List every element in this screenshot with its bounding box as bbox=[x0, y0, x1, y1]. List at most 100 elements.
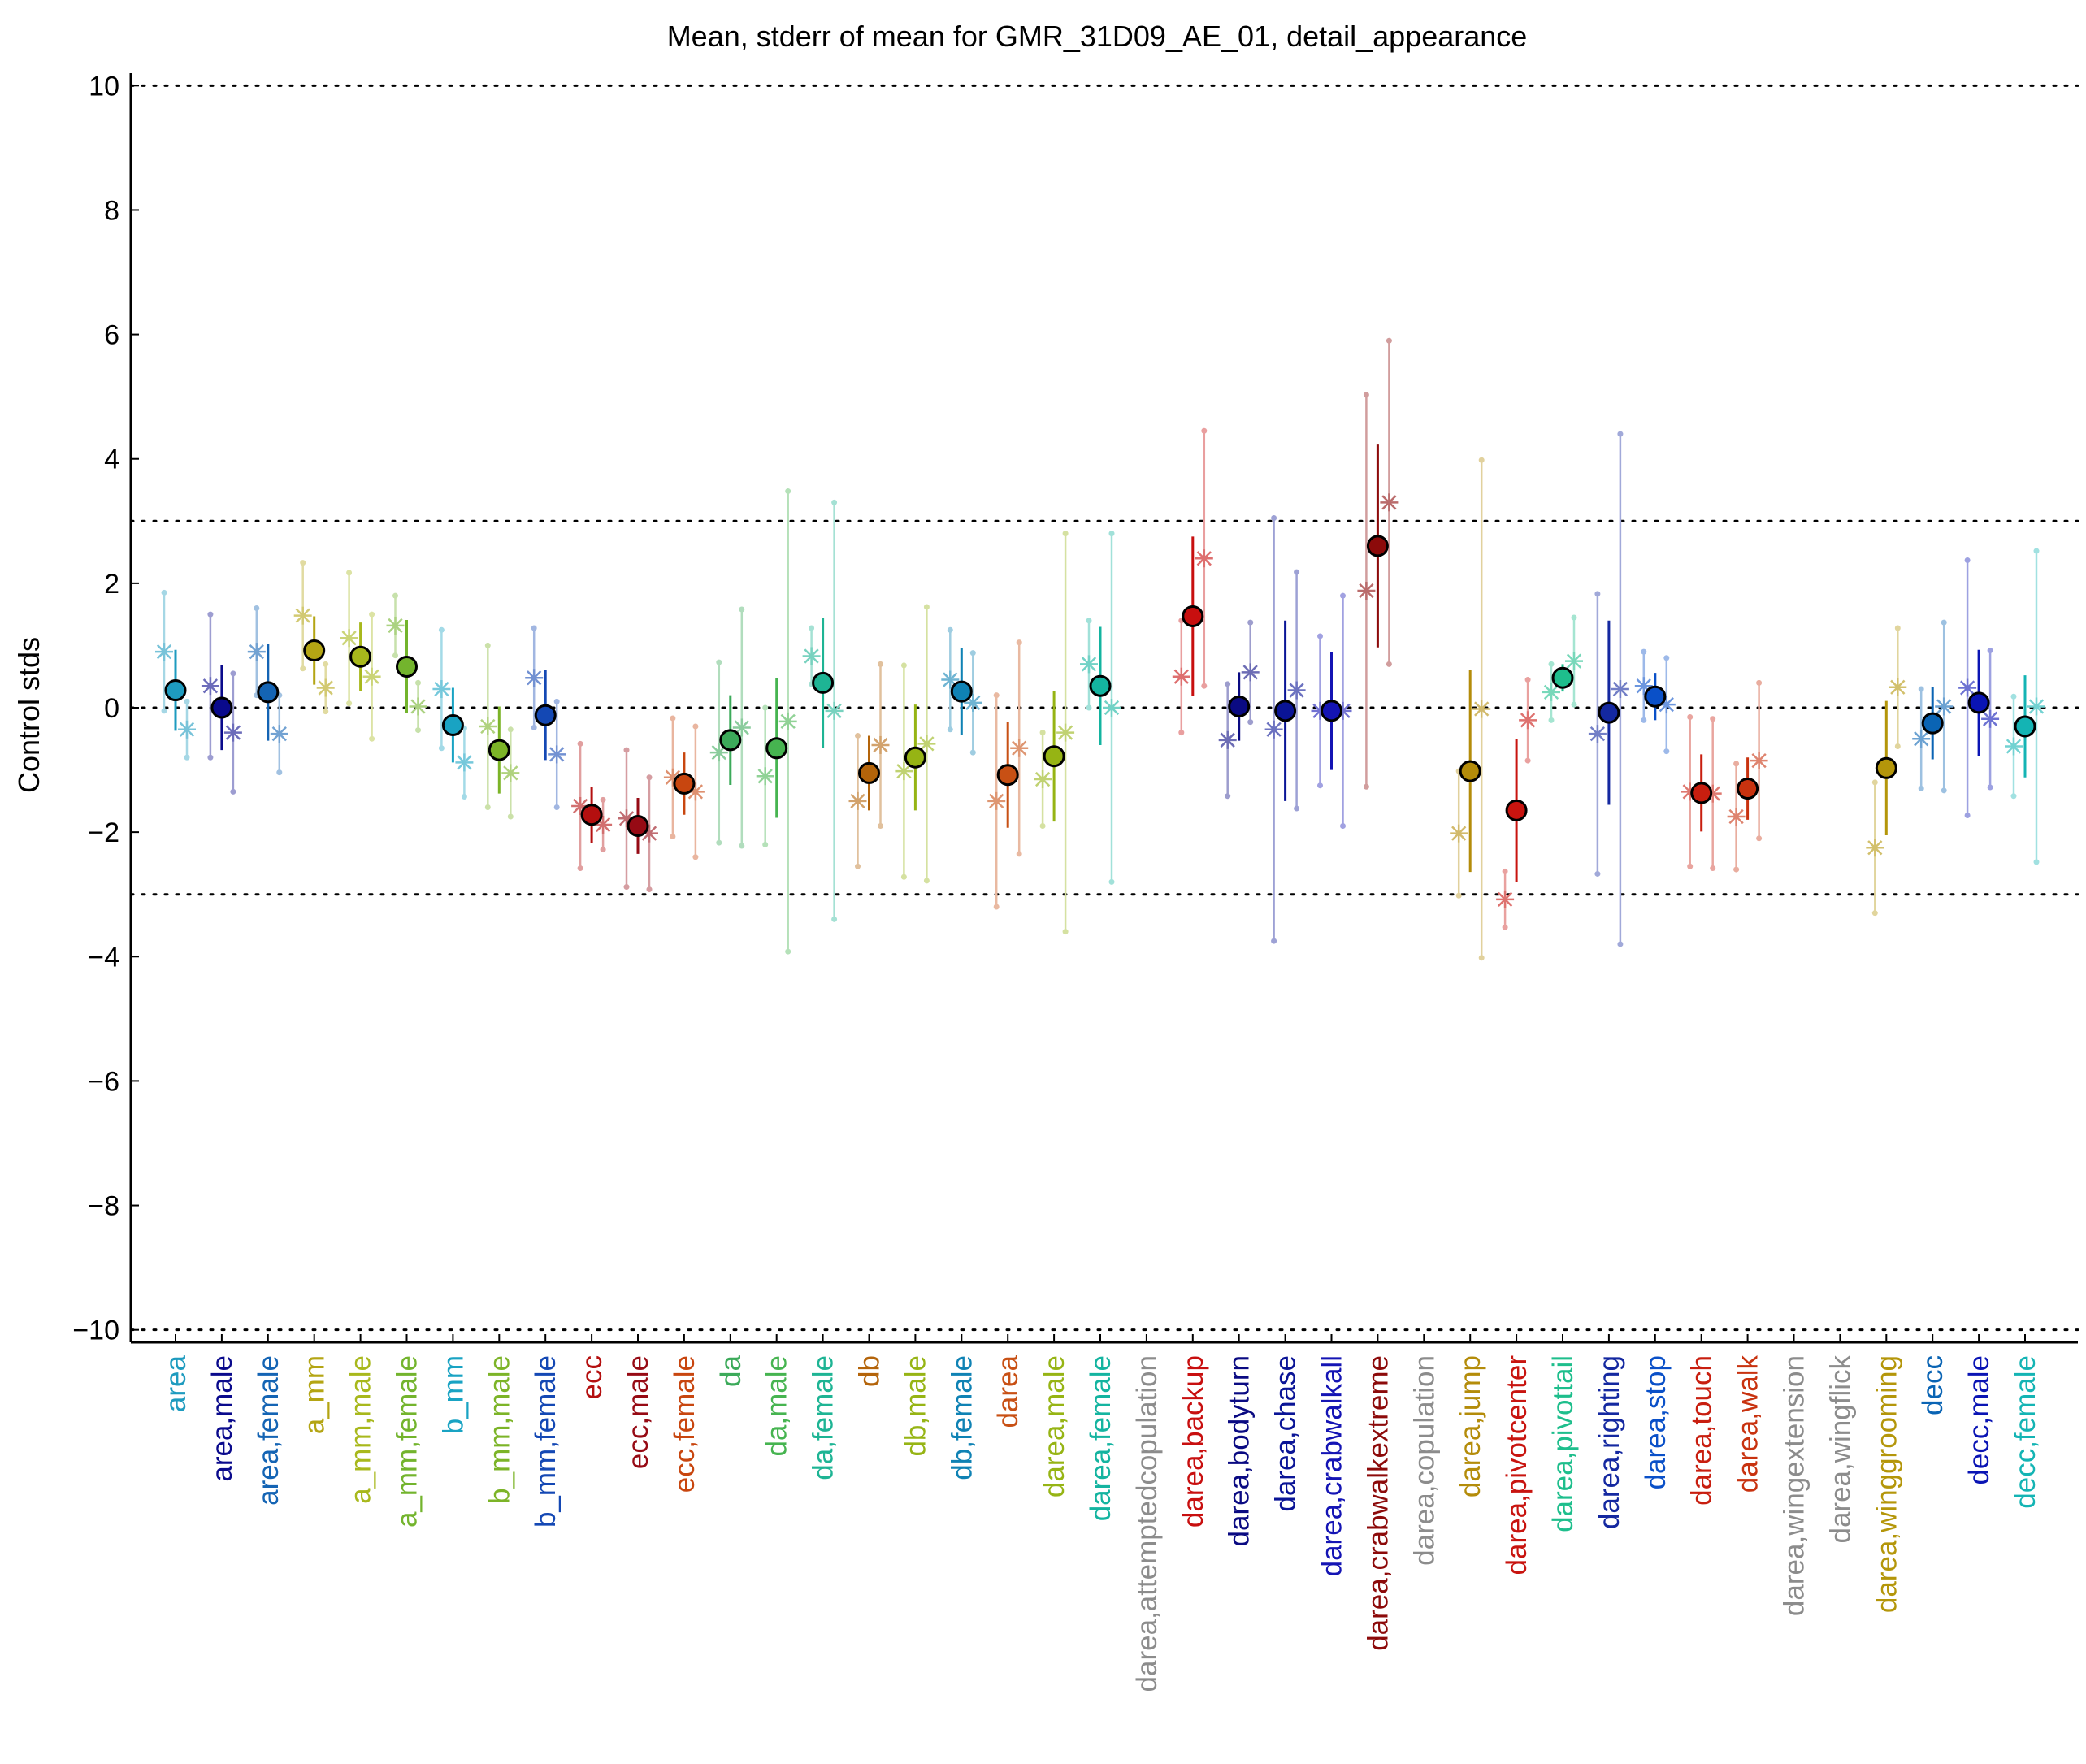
line-errorbar-cap bbox=[1894, 743, 1901, 749]
line-mean-marker-stroke bbox=[804, 648, 819, 664]
line-errorbar-cap bbox=[1524, 757, 1531, 764]
line-errorbar-cap bbox=[300, 665, 306, 672]
line-errorbar-cap bbox=[507, 726, 514, 733]
mean-point bbox=[1921, 712, 1944, 735]
mean-point bbox=[164, 679, 187, 702]
line-mean-marker bbox=[293, 606, 312, 625]
category-marks bbox=[941, 626, 982, 756]
line-mean-marker bbox=[1519, 711, 1537, 730]
line-mean-marker-stroke bbox=[826, 703, 842, 718]
category-marks bbox=[848, 661, 890, 869]
mean-point bbox=[719, 729, 742, 752]
line-errorbar-cap bbox=[623, 747, 630, 753]
line-errorbar-cap bbox=[670, 833, 676, 839]
y-tick-label: 2 bbox=[104, 569, 119, 600]
line-errorbar-cap bbox=[1918, 786, 1924, 792]
line-mean-marker-stroke bbox=[1081, 657, 1097, 672]
line-errorbar-cap bbox=[762, 841, 769, 847]
mean-point bbox=[858, 761, 880, 784]
x-tick-label: darea,touch bbox=[1686, 1355, 1718, 1506]
x-tick-label: darea,jump bbox=[1455, 1355, 1486, 1497]
line-mean-marker bbox=[501, 764, 520, 782]
line-errorbar-cap bbox=[1201, 683, 1208, 689]
line-mean-marker bbox=[1912, 730, 1931, 748]
line-errorbar-cap bbox=[1941, 619, 1947, 626]
line-errorbar-cap bbox=[646, 774, 653, 781]
x-tick-label: area,male bbox=[206, 1355, 238, 1482]
line-errorbar-cap bbox=[1062, 929, 1069, 935]
category-marks bbox=[663, 715, 705, 860]
category-marks bbox=[1357, 337, 1399, 790]
line-mean-marker bbox=[1241, 663, 1260, 682]
line-errorbar-cap bbox=[369, 735, 375, 742]
line-mean-marker-stroke bbox=[641, 826, 657, 841]
category-marks bbox=[1450, 457, 1491, 961]
line-errorbar-cap bbox=[392, 592, 398, 599]
category-marks bbox=[1264, 514, 1306, 944]
line-errorbar-cap bbox=[1016, 851, 1022, 857]
line-mean-marker bbox=[178, 720, 196, 739]
line-mean-marker bbox=[1010, 739, 1029, 757]
line-mean-marker bbox=[778, 712, 797, 730]
x-tick-label: db,male bbox=[900, 1355, 931, 1457]
line-errorbar-cap bbox=[692, 723, 699, 730]
line-mean-marker-stroke bbox=[2006, 739, 2022, 754]
line-errorbar-cap bbox=[646, 886, 653, 893]
mean-point bbox=[1644, 685, 1667, 708]
line-errorbar-cap bbox=[1871, 910, 1878, 917]
line-errorbar-cap bbox=[716, 659, 722, 665]
line-errorbar-cap bbox=[1756, 679, 1763, 686]
line-mean-marker bbox=[1056, 723, 1075, 742]
line-mean-marker bbox=[247, 643, 266, 661]
line-errorbar-cap bbox=[1317, 633, 1323, 639]
line-mean-marker-stroke bbox=[318, 680, 333, 696]
line-errorbar-cap bbox=[369, 611, 375, 618]
category-marks bbox=[386, 592, 427, 734]
mean-point bbox=[904, 746, 926, 769]
mean-point bbox=[1182, 605, 1204, 627]
category-marks bbox=[432, 626, 474, 800]
line-errorbar-cap bbox=[1987, 648, 1993, 654]
line-errorbar-cap bbox=[1710, 865, 1716, 872]
line-errorbar-cap bbox=[438, 626, 445, 633]
line-errorbar-cap bbox=[276, 769, 283, 776]
x-tick-label: area,female bbox=[253, 1355, 284, 1506]
line-errorbar-cap bbox=[346, 700, 353, 707]
y-tick-label: −8 bbox=[88, 1191, 119, 1222]
x-tick-label: ecc,female bbox=[669, 1355, 700, 1493]
line-errorbar-cap bbox=[553, 698, 560, 704]
category-marks bbox=[1958, 557, 2000, 818]
x-tick-label: b_mm,male bbox=[484, 1355, 515, 1504]
category-marks bbox=[525, 625, 566, 811]
line-errorbar-cap bbox=[161, 589, 167, 596]
line-mean-marker bbox=[1750, 752, 1768, 770]
line-mean-marker-stroke bbox=[1914, 731, 1929, 747]
line-mean-marker-stroke bbox=[1497, 891, 1513, 907]
mean-point bbox=[257, 681, 280, 704]
line-mean-marker-stroke bbox=[572, 798, 588, 814]
mean-point bbox=[673, 772, 696, 795]
line-errorbar-cap bbox=[1571, 701, 1577, 708]
chart-title: Mean, stderr of mean for GMR_31D09_AE_01… bbox=[667, 20, 1528, 53]
y-tick-label: −10 bbox=[72, 1315, 119, 1346]
line-errorbar-cap bbox=[878, 661, 883, 667]
line-mean-marker bbox=[1981, 709, 2000, 728]
line-errorbar-cap bbox=[900, 662, 907, 669]
line-mean-marker-stroke bbox=[1959, 680, 1975, 696]
line-mean-marker-stroke bbox=[1659, 697, 1674, 713]
x-tick-label: b_mm,female bbox=[530, 1355, 562, 1528]
x-tick-label: darea,righting bbox=[1594, 1355, 1625, 1529]
mean-point bbox=[1228, 695, 1251, 717]
line-mean-marker-stroke bbox=[341, 631, 357, 646]
mean-point bbox=[1505, 799, 1528, 821]
line-errorbar-cap bbox=[1086, 618, 1092, 624]
y-tick-label: −2 bbox=[88, 817, 119, 848]
x-tick-label: a_mm,male bbox=[345, 1355, 377, 1504]
x-tick-label: area bbox=[160, 1354, 192, 1412]
line-errorbar-cap bbox=[1039, 822, 1046, 829]
line-errorbar-cap bbox=[1524, 677, 1531, 683]
line-mean-marker bbox=[1565, 652, 1583, 670]
y-tick-label: 0 bbox=[104, 693, 119, 724]
line-mean-marker-stroke bbox=[1636, 678, 1651, 694]
line-mean-marker-stroke bbox=[1589, 726, 1606, 742]
